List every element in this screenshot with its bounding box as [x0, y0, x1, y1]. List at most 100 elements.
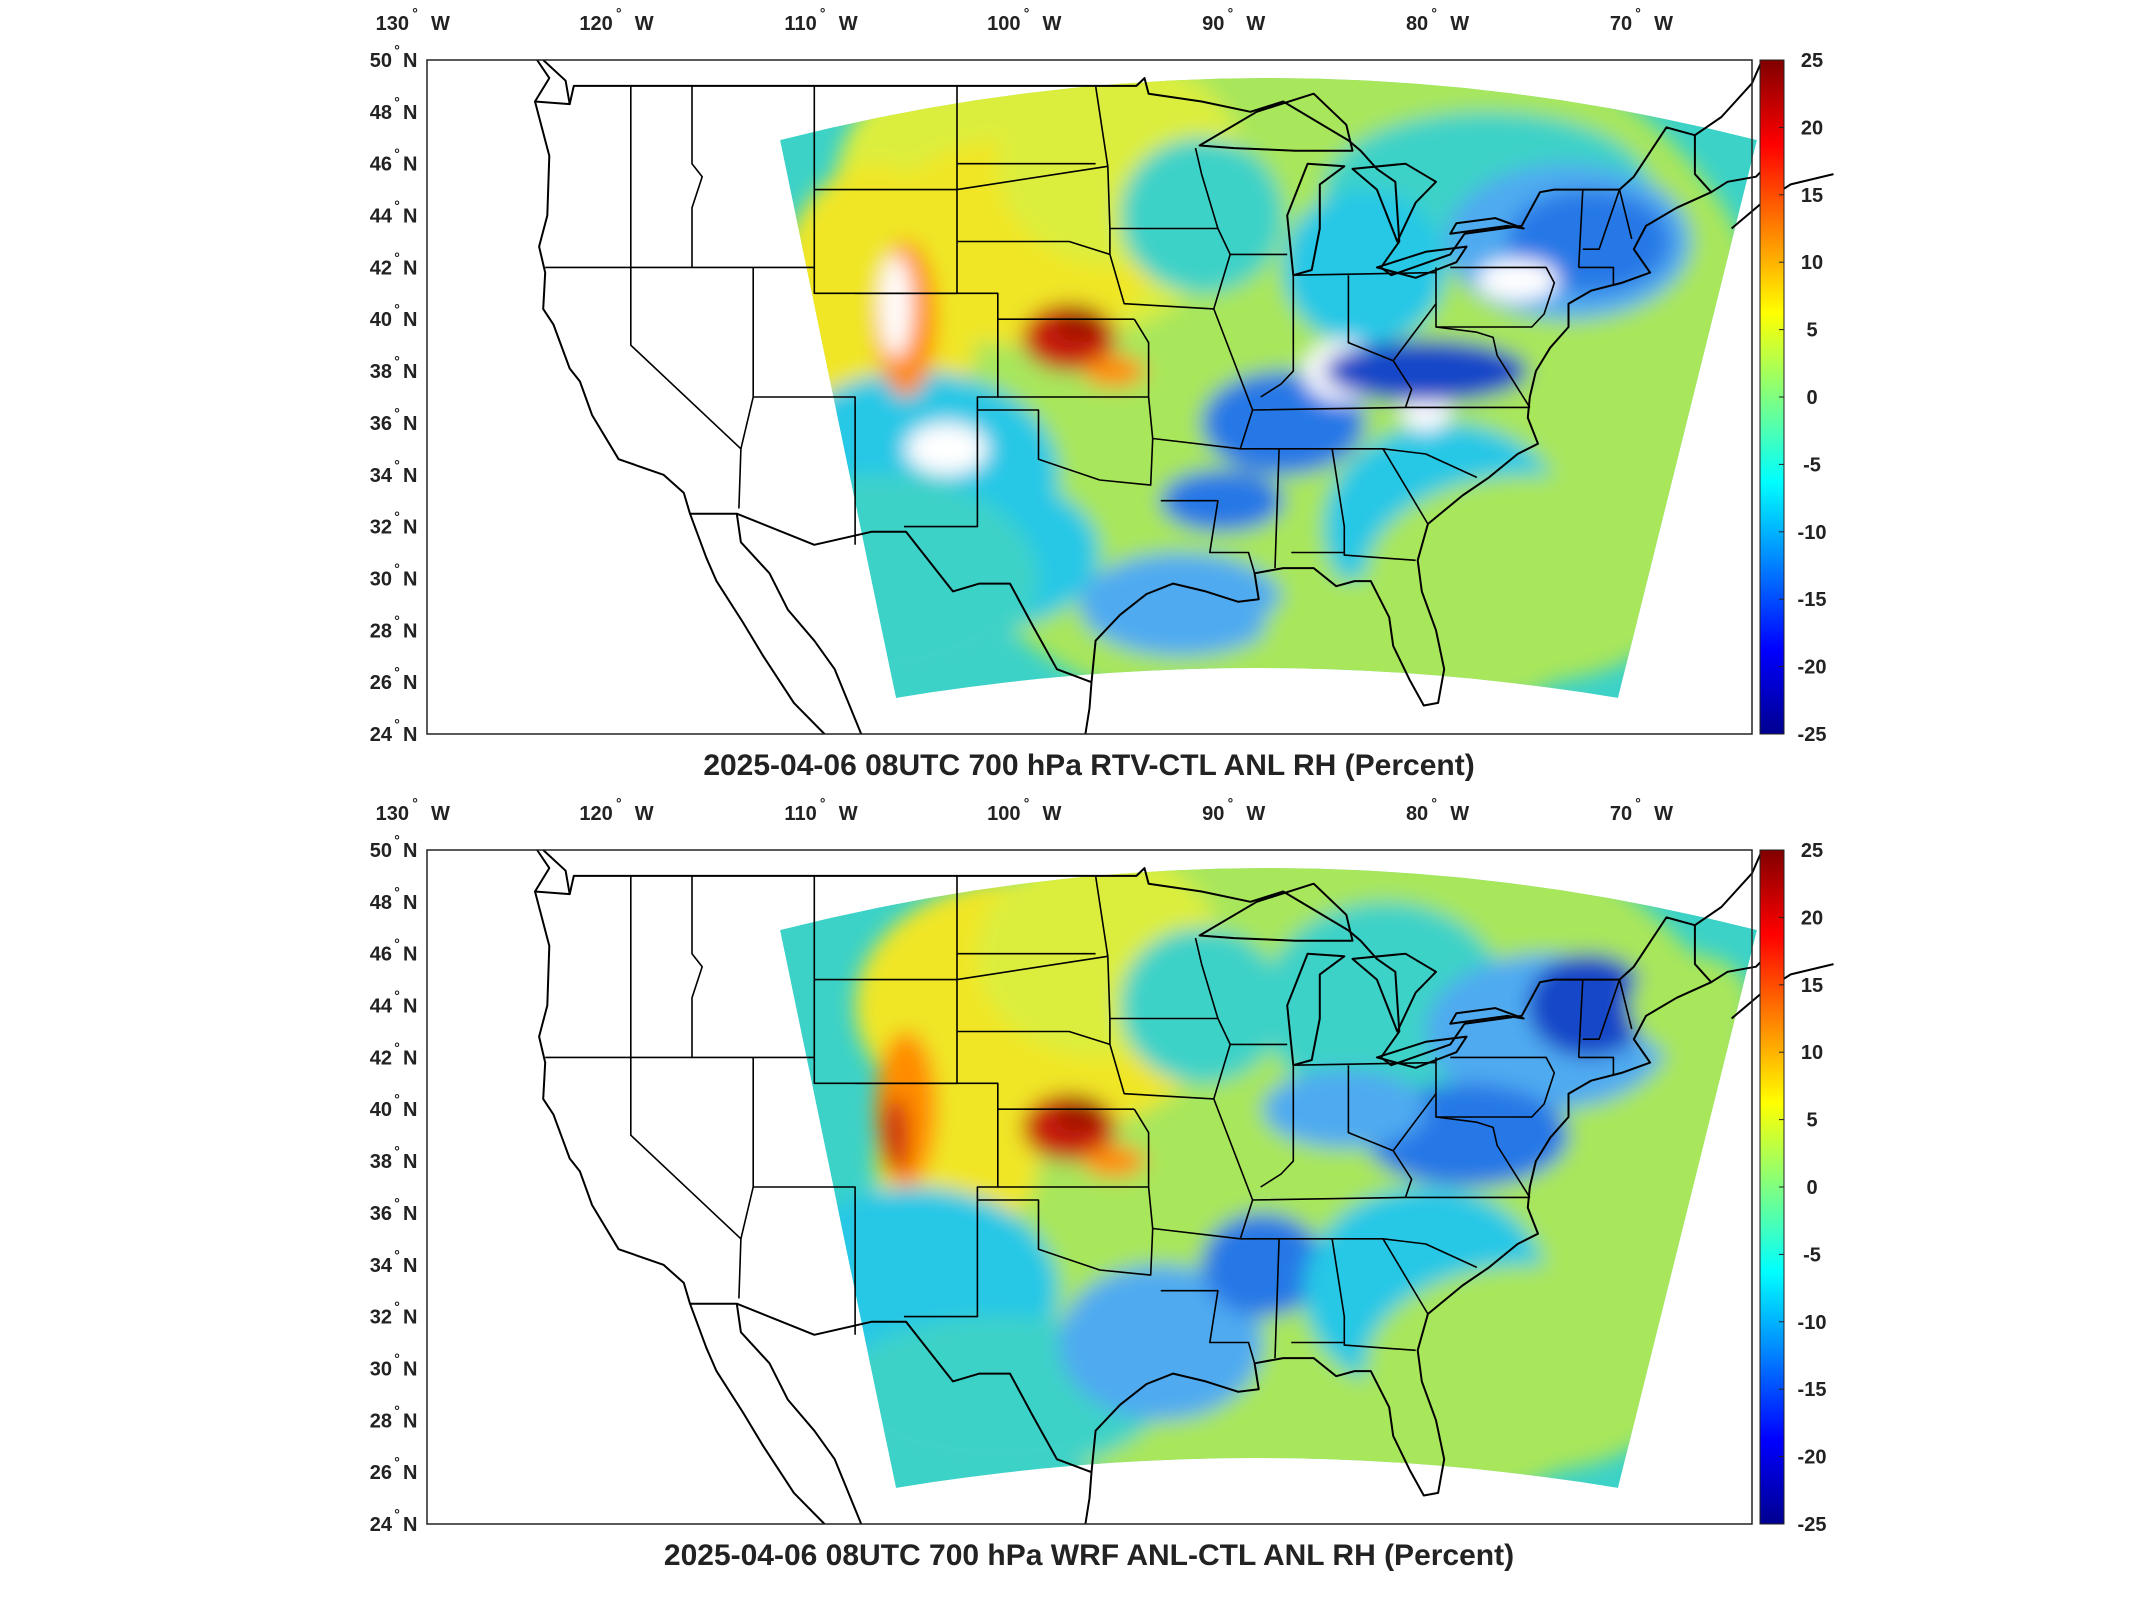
svg-text:48: 48 — [370, 892, 392, 914]
latitude-tick-label: 46 ° N — [370, 936, 418, 966]
state-boundary — [957, 240, 1111, 256]
svg-text:N: N — [403, 892, 417, 914]
svg-text:°: ° — [394, 1299, 400, 1315]
svg-text:36: 36 — [370, 413, 392, 435]
state-boundary — [1109, 1018, 1231, 1100]
field-region-light-blue — [1058, 1264, 1263, 1421]
svg-text:80: 80 — [1406, 13, 1428, 35]
rh-difference-field — [780, 868, 1757, 1488]
latitude-tick-label: 26 ° N — [370, 1454, 418, 1484]
state-boundary — [1382, 1238, 1429, 1315]
colorbar-tick-label: 20 — [1801, 907, 1823, 929]
panel-title: 2025-04-06 08UTC 700 hPa RTV-CTL ANL RH … — [703, 749, 1474, 782]
colorbar-tick-label: 15 — [1801, 185, 1823, 207]
svg-text:N: N — [403, 1203, 417, 1225]
latitude-tick-label: 48 ° N — [370, 884, 418, 914]
svg-text:W: W — [839, 803, 858, 825]
state-boundary — [855, 1082, 999, 1318]
state-boundary — [1152, 308, 1254, 450]
svg-text:N: N — [403, 413, 417, 435]
great-lake-outline — [1375, 245, 1468, 279]
state-boundary — [1260, 1065, 1295, 1188]
canada-coastline — [542, 59, 571, 105]
longitude-tick-label: 110 ° W — [784, 5, 857, 35]
svg-text:38: 38 — [370, 361, 392, 383]
colorbar-tick-label: -25 — [1798, 1514, 1827, 1536]
field-region-light-blue — [1262, 1070, 1426, 1149]
latitude-tick-label: 36 ° N — [370, 405, 418, 435]
latitude-tick-label: 42 ° N — [370, 249, 418, 279]
svg-text:°: ° — [394, 94, 400, 110]
canada-coastline — [542, 849, 571, 895]
svg-text:°: ° — [1024, 5, 1030, 21]
field-region-green — [1262, 578, 1467, 683]
svg-text:24: 24 — [370, 1514, 393, 1536]
svg-text:°: ° — [394, 664, 400, 680]
latitude-tick-label: 26 ° N — [370, 664, 418, 694]
svg-text:°: ° — [1228, 795, 1234, 811]
latitude-tick-label: 48 ° N — [370, 94, 418, 124]
svg-text:N: N — [403, 309, 417, 331]
svg-text:N: N — [403, 257, 417, 279]
svg-text:W: W — [839, 13, 858, 35]
svg-text:W: W — [635, 803, 654, 825]
colorbar-tick-label: 10 — [1801, 252, 1823, 274]
colorbar-tick-label: 0 — [1806, 387, 1817, 409]
field-region-green — [1629, 953, 1753, 1058]
great-lake-outline — [1449, 217, 1525, 235]
longitude-tick-label: 80 ° W — [1406, 795, 1469, 825]
longitude-tick-label: 90 ° W — [1202, 5, 1265, 35]
svg-text:32: 32 — [370, 517, 392, 539]
svg-text:100: 100 — [987, 803, 1020, 825]
svg-text:W: W — [1654, 803, 1673, 825]
svg-text:N: N — [403, 517, 417, 539]
state-boundary — [1279, 1238, 1346, 1344]
state-boundary — [1332, 448, 1478, 479]
svg-text:N: N — [403, 1410, 417, 1432]
svg-text:°: ° — [394, 353, 400, 369]
state-boundary — [1392, 303, 1437, 362]
colorbar-tick-label: 25 — [1801, 50, 1823, 72]
state-boundary — [1332, 1238, 1478, 1269]
great-lake-outline — [1351, 162, 1437, 243]
colorbar-tick-label: 10 — [1801, 1042, 1823, 1064]
svg-text:30: 30 — [370, 569, 392, 591]
state-boundary — [738, 1186, 754, 1299]
state-boundary — [1094, 85, 1218, 230]
svg-text:90: 90 — [1202, 803, 1224, 825]
state-boundary — [1152, 1098, 1254, 1240]
state-boundary — [1260, 275, 1295, 398]
state-boundary — [1582, 189, 1621, 250]
state-boundary — [1382, 448, 1429, 525]
svg-text:24: 24 — [370, 724, 393, 746]
field-region-orange — [875, 1031, 937, 1187]
svg-text:°: ° — [394, 1454, 400, 1470]
colorbar-tick-label: 20 — [1801, 117, 1823, 139]
mexico-coastline — [689, 513, 826, 735]
svg-text:N: N — [403, 50, 417, 72]
longitude-tick-label: 100 ° W — [987, 795, 1061, 825]
svg-text:N: N — [403, 724, 417, 746]
latitude-tick-label: 32 ° N — [370, 1299, 418, 1329]
svg-text:°: ° — [394, 1039, 400, 1055]
svg-text:32: 32 — [370, 1307, 392, 1329]
svg-text:26: 26 — [370, 672, 392, 694]
longitude-tick-label: 70 ° W — [1610, 5, 1673, 35]
svg-text:28: 28 — [370, 1410, 392, 1432]
map-axes-frame — [426, 849, 1753, 1525]
colorbar-tick-label: 25 — [1801, 840, 1823, 862]
svg-text:N: N — [403, 1359, 417, 1381]
map-boundaries — [534, 59, 1834, 735]
svg-text:36: 36 — [370, 1203, 392, 1225]
longitude-tick-label: 110 ° W — [784, 795, 857, 825]
state-boundary — [1293, 1061, 1437, 1066]
svg-text:W: W — [1043, 13, 1062, 35]
field-region-dark-red — [1054, 1096, 1104, 1133]
svg-text:N: N — [403, 620, 417, 642]
svg-text:40: 40 — [370, 1099, 392, 1121]
svg-text:W: W — [1043, 803, 1062, 825]
state-boundary — [1194, 937, 1219, 1019]
map-panel-wrf-anl-ctl: 130 ° W 120 ° W 110 ° W 100 ° W 90 ° W 80 ° W 70 ° W50 ° N48 ° N… — [370, 795, 1834, 1572]
state-boundary — [1194, 147, 1219, 229]
svg-text:44: 44 — [370, 206, 393, 228]
